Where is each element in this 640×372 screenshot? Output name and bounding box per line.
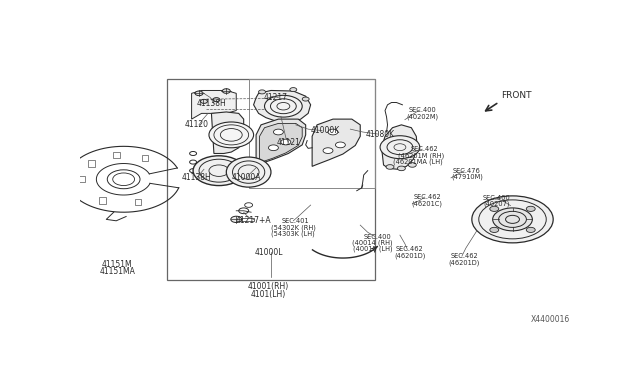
Circle shape <box>264 95 302 117</box>
Polygon shape <box>260 124 302 163</box>
Bar <box>113 152 120 158</box>
Circle shape <box>328 129 338 135</box>
Bar <box>249 79 375 188</box>
Bar <box>99 197 106 203</box>
Text: 41000K: 41000K <box>311 126 340 135</box>
Circle shape <box>526 227 535 232</box>
Circle shape <box>231 216 242 222</box>
Polygon shape <box>253 90 310 122</box>
Text: SEC.400: SEC.400 <box>408 107 436 113</box>
Text: (46201D): (46201D) <box>449 259 480 266</box>
Circle shape <box>209 122 253 148</box>
Text: (47910M): (47910M) <box>451 174 483 180</box>
Circle shape <box>302 97 309 101</box>
Circle shape <box>273 129 284 135</box>
Text: 41000A: 41000A <box>232 173 261 182</box>
Circle shape <box>397 166 405 171</box>
Text: 41138H: 41138H <box>196 99 227 108</box>
Circle shape <box>335 142 346 148</box>
Text: 41120: 41120 <box>184 121 209 129</box>
Circle shape <box>222 89 230 93</box>
Circle shape <box>323 148 333 154</box>
Circle shape <box>386 165 394 169</box>
Text: 41000L: 41000L <box>254 248 283 257</box>
Circle shape <box>472 196 553 243</box>
Polygon shape <box>256 119 306 164</box>
Circle shape <box>490 206 499 211</box>
Text: (40015 (LH): (40015 (LH) <box>353 246 392 253</box>
Polygon shape <box>211 112 244 154</box>
Text: (46201M (RH): (46201M (RH) <box>398 153 444 159</box>
Text: 41138H: 41138H <box>182 173 211 182</box>
Circle shape <box>193 156 244 186</box>
Circle shape <box>490 227 499 232</box>
Text: 41001(RH): 41001(RH) <box>248 282 289 291</box>
Text: 4101(LH): 4101(LH) <box>251 290 286 299</box>
Bar <box>167 79 375 279</box>
Text: 41080K: 41080K <box>365 129 395 138</box>
Text: (54303K (LH): (54303K (LH) <box>271 230 315 237</box>
Text: (40207): (40207) <box>483 201 510 208</box>
Circle shape <box>408 163 416 167</box>
Text: (40202M): (40202M) <box>406 113 438 119</box>
Text: 41217: 41217 <box>264 93 288 102</box>
Text: X4400016: X4400016 <box>531 315 570 324</box>
Text: 41121: 41121 <box>276 138 300 147</box>
Text: SEC.400: SEC.400 <box>483 195 511 201</box>
Bar <box>135 199 141 205</box>
Circle shape <box>281 139 291 145</box>
Text: FRONT: FRONT <box>502 91 532 100</box>
Circle shape <box>290 87 297 92</box>
Circle shape <box>195 91 203 96</box>
Bar <box>78 176 84 182</box>
Text: SEC.462: SEC.462 <box>413 194 441 200</box>
Ellipse shape <box>227 157 271 187</box>
Text: (40014 (RH): (40014 (RH) <box>353 240 393 246</box>
Circle shape <box>270 97 277 101</box>
Polygon shape <box>191 90 236 119</box>
Polygon shape <box>312 119 360 166</box>
Text: (46201D): (46201D) <box>394 253 426 259</box>
Circle shape <box>213 97 220 102</box>
Circle shape <box>259 90 266 94</box>
Text: (46201C): (46201C) <box>412 201 443 207</box>
Circle shape <box>200 99 207 103</box>
Text: SEC.462: SEC.462 <box>396 246 424 253</box>
Circle shape <box>526 206 535 211</box>
Text: SEC.401: SEC.401 <box>282 218 310 224</box>
Text: 41151MA: 41151MA <box>99 267 135 276</box>
Text: (46201MA (LH): (46201MA (LH) <box>394 159 443 165</box>
Text: SEC.400: SEC.400 <box>364 234 392 240</box>
Text: 41151M: 41151M <box>102 260 132 269</box>
Text: SEC.462: SEC.462 <box>411 146 438 152</box>
Polygon shape <box>381 125 417 169</box>
Text: SEC.476: SEC.476 <box>453 168 481 174</box>
Bar <box>141 155 148 161</box>
Circle shape <box>493 208 532 231</box>
Circle shape <box>269 145 278 151</box>
Bar <box>88 160 95 167</box>
Text: 41217+A: 41217+A <box>236 216 271 225</box>
Text: (54302K (RH): (54302K (RH) <box>271 224 316 231</box>
Text: SEC.462: SEC.462 <box>451 253 478 259</box>
Circle shape <box>380 136 420 158</box>
Bar <box>241 218 253 221</box>
